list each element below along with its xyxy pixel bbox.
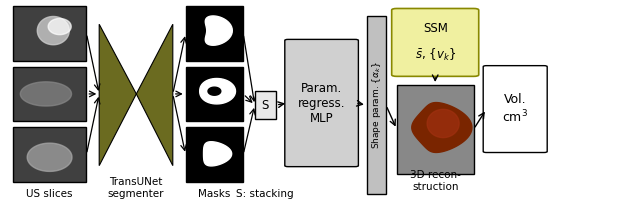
Text: $\bar{s}$, {$v_k$}: $\bar{s}$, {$v_k$} — [415, 47, 456, 63]
Text: Shape param. {$\alpha_k$}: Shape param. {$\alpha_k$} — [370, 61, 383, 149]
Polygon shape — [412, 103, 472, 153]
Bar — [255, 91, 276, 119]
Polygon shape — [37, 17, 69, 45]
Polygon shape — [200, 79, 236, 104]
Text: TransUNet
segmenter: TransUNet segmenter — [108, 177, 164, 199]
Text: S: stacking: S: stacking — [236, 189, 294, 199]
Text: Param.
regress.
MLP: Param. regress. MLP — [298, 82, 346, 124]
FancyBboxPatch shape — [483, 66, 547, 153]
FancyBboxPatch shape — [285, 39, 358, 167]
Polygon shape — [427, 109, 459, 138]
Bar — [186, 67, 243, 121]
Bar — [13, 67, 86, 121]
Bar — [397, 85, 474, 174]
Polygon shape — [20, 82, 72, 106]
Polygon shape — [205, 16, 232, 45]
Text: SSM: SSM — [423, 22, 447, 35]
Text: Masks: Masks — [198, 189, 230, 199]
Text: Vol.
cm$^3$: Vol. cm$^3$ — [502, 93, 528, 125]
Bar — [186, 127, 243, 182]
Polygon shape — [204, 142, 232, 166]
FancyBboxPatch shape — [392, 8, 479, 76]
Polygon shape — [28, 143, 72, 171]
Bar — [367, 16, 386, 194]
Polygon shape — [48, 19, 71, 35]
Text: 3D recon-
struction: 3D recon- struction — [410, 170, 461, 192]
Bar — [186, 6, 243, 61]
Polygon shape — [208, 87, 221, 95]
Polygon shape — [99, 24, 136, 166]
Polygon shape — [136, 24, 173, 166]
Bar — [13, 6, 86, 61]
Bar — [13, 127, 86, 182]
Text: US slices: US slices — [26, 189, 73, 199]
Text: S: S — [262, 99, 269, 112]
